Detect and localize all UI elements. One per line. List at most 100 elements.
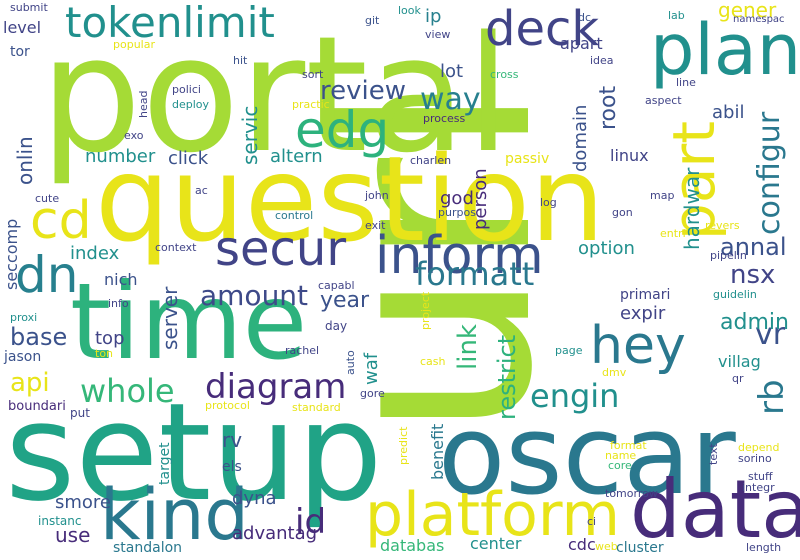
word-link: link (453, 324, 483, 370)
word-god: god (440, 188, 474, 209)
word-linux: linux (610, 146, 649, 165)
word-gon: gon (612, 206, 633, 219)
word-primari: primari (620, 287, 671, 303)
word-pipelin: pipelin (710, 249, 747, 262)
word-api: api (10, 368, 50, 398)
word-git: git (365, 14, 380, 27)
word-center: center (470, 534, 522, 553)
word-info: info (108, 297, 129, 310)
word-waf: waf (361, 352, 382, 385)
word-restrict: restrict (493, 334, 521, 420)
word-setup: setup (5, 374, 383, 531)
word-portal: portal (40, 1, 511, 188)
word-oscar: oscar (438, 391, 736, 519)
word-admin: admin (720, 310, 789, 335)
word-formatt: formatt (415, 255, 535, 293)
word-auto: auto (344, 350, 357, 375)
word-cross: cross (490, 68, 519, 81)
word-process: process (423, 112, 466, 125)
word-question: question (95, 130, 605, 268)
word-cdc: cdc (568, 535, 596, 554)
word-standalon: standalon (113, 540, 183, 556)
word-idea: idea (590, 54, 614, 67)
word-databas: databas (380, 536, 445, 555)
word-ac: ac (195, 184, 208, 197)
word-project: project (419, 291, 432, 330)
word-lot: lot (440, 61, 464, 82)
word-head: head (137, 90, 150, 118)
word-year: year (320, 288, 370, 313)
word-use: use (55, 523, 91, 547)
word-exit: exit (365, 219, 386, 232)
word-configur: configur (752, 111, 787, 235)
word-ip: ip (425, 6, 442, 27)
word-way: way (420, 82, 481, 117)
word-web: web (595, 540, 618, 553)
word-edg: edg (295, 101, 390, 159)
word-lab: lab (668, 9, 685, 22)
word-inform: inform (375, 226, 544, 286)
word-view: view (425, 28, 451, 41)
word-altern: altern (270, 146, 323, 167)
word-ton: ton (95, 347, 114, 360)
word-passiv: passiv (505, 151, 550, 167)
word-hit: hit (233, 54, 248, 67)
word-diagram: diagram (205, 367, 347, 407)
word-cute: cute (35, 192, 60, 205)
word-vr: vr (755, 317, 786, 352)
word-tor: tor (10, 44, 30, 60)
word-submit: submit (10, 1, 48, 14)
word-instanc: instanc (38, 514, 82, 528)
word-guidelin: guidelin (713, 288, 757, 301)
word-dc: dc (578, 11, 592, 24)
word-secur: secur (215, 221, 347, 277)
word-click: click (168, 148, 209, 169)
word-dyna: dyna (232, 488, 277, 509)
word-integr: integr (742, 481, 775, 494)
word-root: root (596, 85, 621, 130)
word-practic: practic (292, 98, 330, 111)
word-hey: hey (590, 316, 686, 376)
word-smore: smore (55, 492, 112, 513)
word-tokenlimit: tokenlimit (65, 0, 275, 47)
word-length: length (746, 541, 782, 554)
word-rv: rv (222, 428, 243, 452)
word-predict: predict (397, 426, 410, 465)
word-ci: ci (587, 515, 597, 528)
word-line: line (676, 76, 696, 89)
word-capabl: capabl (318, 279, 355, 292)
word-log: log (540, 196, 557, 209)
word-top: top (95, 328, 125, 349)
word-onlin: onlin (13, 136, 37, 185)
word-rb: rb (752, 379, 792, 415)
word-day: day (325, 319, 348, 333)
word-john: john (365, 189, 389, 202)
word-qr: qr (732, 372, 744, 385)
word-servic: servic (238, 105, 262, 165)
word-polici: polici (172, 83, 201, 96)
word-aspect: aspect (645, 94, 682, 107)
word-dn: dn (15, 246, 79, 304)
word-id: id (295, 502, 327, 542)
word-engin: engin (530, 377, 620, 415)
word-benefit: benefit (428, 423, 447, 480)
word-nich: nich (104, 270, 138, 289)
word-proxi: proxi (10, 311, 38, 324)
word-person: person (470, 168, 491, 230)
word-annal: annal (720, 233, 787, 261)
word-nsx: nsx (730, 260, 776, 290)
word-depend: depend (738, 441, 780, 454)
word-charlen: charlen (410, 154, 452, 167)
word-purpos: purpos (438, 206, 476, 219)
word-protocol: protocol (205, 399, 250, 412)
word-target: target (157, 442, 173, 485)
word-cash: cash (420, 355, 446, 368)
word-server: server (158, 286, 182, 350)
word-amount: amount (200, 279, 309, 312)
word-els: els (222, 459, 242, 475)
word-time: time (70, 261, 308, 383)
word-index: index (70, 243, 120, 264)
word-villag: villag (718, 352, 761, 371)
word-platform: platform (365, 480, 620, 550)
